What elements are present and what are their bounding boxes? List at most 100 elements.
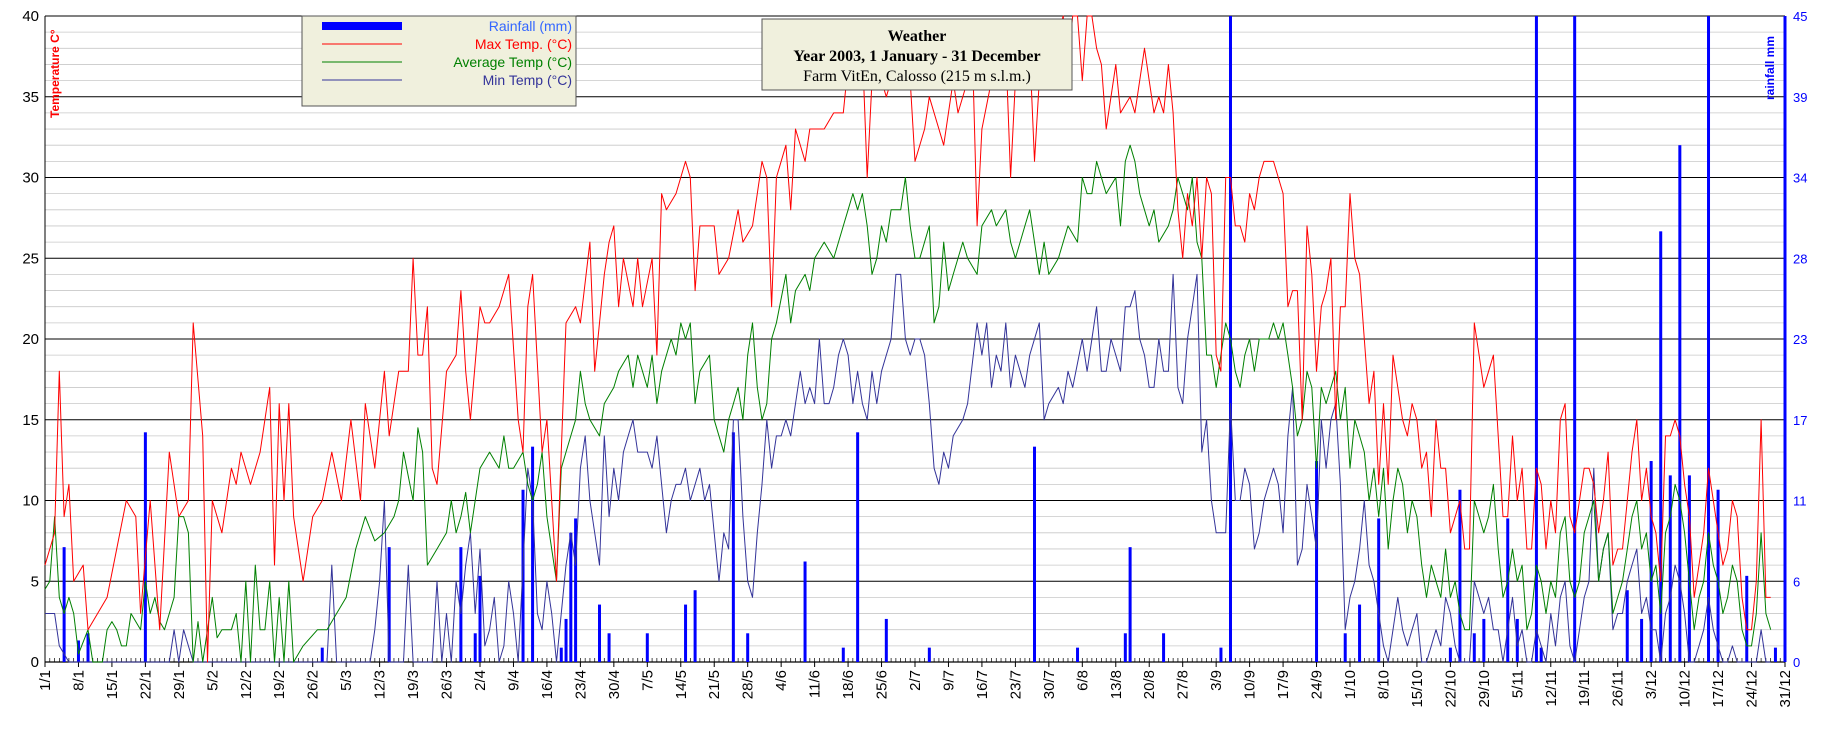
rainfall-bar	[1625, 590, 1629, 662]
rainfall-bar	[1745, 575, 1749, 662]
rainfall-bar	[1482, 618, 1486, 662]
x-tick-label: 26/3	[439, 670, 456, 699]
x-tick-label: 31/12	[1777, 670, 1794, 708]
x-tick-label: 2/7	[907, 670, 924, 691]
rainfall-bar	[1343, 633, 1347, 662]
y-right-tick-label: 45	[1793, 9, 1807, 24]
rainfall-bar	[1707, 16, 1711, 662]
x-tick-label: 12/11	[1543, 670, 1560, 706]
rainfall-bar	[62, 547, 66, 662]
rainfall-bar	[1128, 547, 1132, 662]
rainfall-bar	[1515, 618, 1519, 662]
x-tick-label: 3/12	[1643, 670, 1660, 699]
rainfall-bar	[459, 547, 463, 662]
y-right-tick-label: 0	[1793, 655, 1800, 670]
rainfall-bar	[1315, 461, 1319, 662]
x-tick-label: 9/7	[940, 670, 957, 691]
rainfall-bar	[1649, 461, 1653, 662]
chart-title: Weather	[888, 28, 947, 45]
x-tick-label: 8/10	[1375, 670, 1392, 699]
y-left-tick-label: 5	[31, 573, 39, 590]
rainfall-bar	[731, 432, 735, 662]
rainfall-bar	[607, 633, 611, 662]
x-tick-label: 24/12	[1744, 670, 1761, 708]
x-tick-label: 9/4	[505, 670, 522, 691]
rainfall-bar	[598, 604, 602, 662]
x-tick-label: 2/4	[472, 670, 489, 691]
y-axis-right-title: rainfall mm	[1763, 36, 1777, 100]
rainfall-bar	[1076, 647, 1080, 662]
rainfall-bar	[1358, 604, 1362, 662]
x-tick-label: 10/9	[1242, 670, 1259, 699]
x-tick-label: 13/8	[1108, 670, 1125, 699]
legend: Rainfall (mm) Max Temp. (°C) Average Temp …	[301, 15, 577, 107]
rainfall-bar	[645, 633, 649, 662]
y-right-tick-label: 23	[1793, 332, 1807, 347]
rainfall-bar	[559, 647, 563, 662]
min-temp-line	[45, 273, 1771, 663]
rainfall-bar	[320, 647, 324, 662]
x-tick-label: 26/11	[1610, 670, 1627, 706]
x-tick-label: 19/3	[405, 670, 422, 699]
y-left-tick-label: 30	[22, 170, 39, 187]
y-right-tick-label: 28	[1793, 251, 1807, 266]
x-tick-label: 26/2	[305, 670, 322, 699]
rainfall-bar	[1506, 518, 1510, 662]
rainfall-bar	[1472, 633, 1476, 662]
x-tick-label: 24/9	[1309, 670, 1326, 699]
x-tick-label: 18/6	[840, 670, 857, 699]
rainfall-bar	[1773, 647, 1777, 662]
y-left-tick-label: 25	[22, 250, 39, 267]
y-left-tick-label: 15	[22, 412, 39, 429]
legend-box	[301, 15, 577, 107]
x-tick-label: 11/6	[807, 670, 824, 698]
x-tick-label: 1/10	[1342, 670, 1359, 699]
x-tick-label: 10/12	[1677, 670, 1694, 708]
x-tick-label: 1/1	[37, 670, 54, 691]
rainfall-bar	[1783, 16, 1787, 662]
x-tick-label: 27/8	[1175, 670, 1192, 699]
rainfall-bar	[1033, 446, 1037, 662]
rainfall-bar	[927, 647, 931, 662]
rainfall-bar	[478, 575, 482, 662]
rainfall-bar	[574, 518, 578, 662]
x-tick-label: 28/5	[740, 670, 757, 699]
y-right-tick-label: 11	[1793, 494, 1807, 509]
x-tick-label: 23/7	[1007, 670, 1024, 699]
x-tick-label: 22/10	[1442, 670, 1459, 708]
x-tick-label: 29/1	[171, 670, 188, 699]
x-tick-label: 25/6	[874, 670, 891, 699]
x-axis-tick-labels: 1/1 8/1 15/1 22/1 29/1 5/2 12/2 19/2 26/2 5/3 12/3…	[37, 670, 1794, 708]
x-tick-label: 20/8	[1141, 670, 1158, 699]
rainfall-bar	[1539, 647, 1543, 662]
y-left-tick-label: 35	[22, 89, 39, 106]
x-tick-label: 17/9	[1275, 670, 1292, 699]
rainfall-bar	[1640, 618, 1644, 662]
rainfall-bar	[531, 446, 535, 662]
x-tick-label: 14/5	[673, 670, 690, 699]
x-tick-label: 21/5	[706, 670, 723, 699]
x-tick-label: 19/11	[1576, 670, 1593, 706]
y-right-tick-label: 6	[1793, 574, 1800, 589]
minor-gridlines	[45, 31, 1785, 647]
legend-label-rain: Rainfall (mm)	[489, 18, 572, 34]
x-tick-label: 17/12	[1710, 670, 1727, 708]
y-left-tick-label: 10	[22, 493, 39, 510]
rainfall-bar	[884, 618, 888, 662]
rainfall-bar	[1219, 647, 1223, 662]
x-tick-label: 23/4	[572, 670, 589, 699]
x-tick-label: 29/10	[1476, 670, 1493, 708]
x-tick-label: 3/9	[1208, 670, 1225, 691]
legend-label-avg: Average Temp (°C)	[453, 54, 572, 70]
rainfall-bar	[1678, 145, 1682, 662]
y-axis-right-tick-labels: 0 6 11 17 23 28 34 39 45	[1793, 9, 1807, 670]
rainfall-bar	[86, 633, 90, 662]
rainfall-bar	[1448, 647, 1452, 662]
rainfall-bar	[564, 618, 568, 662]
rainfall-bar	[1668, 475, 1672, 662]
legend-label-max: Max Temp. (°C)	[475, 36, 572, 52]
x-tick-label: 15/1	[104, 670, 121, 699]
rainfall-bar	[803, 561, 807, 662]
